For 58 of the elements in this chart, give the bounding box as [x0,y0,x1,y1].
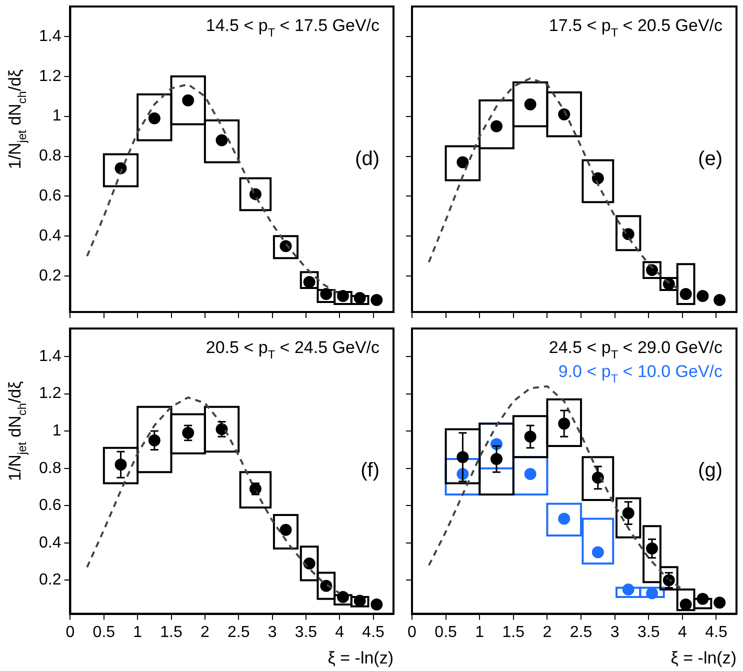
point [182,94,194,106]
annotation: (d) [355,148,380,170]
x-tick-label: 3 [610,624,620,641]
x-tick-label: 1 [475,624,484,641]
y-tick-label: 0.4 [38,228,62,245]
x-tick-label: 0 [66,624,75,641]
y-tick-label: 0.2 [38,572,62,589]
y-tick-label: 0.2 [38,267,62,284]
point [714,596,726,609]
x-tick-label: 0 [408,624,417,641]
point [622,584,634,596]
y-axis-title: 1/Njet dNch/dξ [6,68,30,170]
y-tick-label: 1.2 [38,385,62,402]
x-tick-label: 3 [268,624,277,641]
point [696,290,709,302]
point [680,288,692,300]
x-tick-label: 4.5 [705,624,728,641]
y-tick-label: 0.8 [38,460,62,477]
x-tick-label: 4 [678,624,687,641]
x-tick-label: 1.5 [502,624,525,641]
y-tick-label: 1 [52,108,62,125]
x-tick-label: 4 [335,624,344,641]
point [696,592,709,605]
point [646,587,658,600]
point [592,546,604,558]
x-tick-label: 2 [200,624,210,641]
point [490,120,503,132]
y-axis-title: 1/Njet dNch/dξ [6,380,30,482]
point [714,294,726,306]
point [354,292,366,304]
x-axis-title: ξ = -ln(z) [670,648,736,668]
annotation: (e) [698,148,723,170]
x-tick-label: 3.5 [294,624,318,641]
y-tick-label: 0.8 [38,148,62,165]
y-tick-label: 1 [52,422,62,440]
x-axis-title: ξ = -ln(z) [328,648,394,668]
point [370,598,383,610]
y-tick-label: 1.2 [38,68,62,85]
x-tick-label: 2 [542,624,552,641]
y-tick-label: 0.6 [38,188,62,205]
point [336,591,349,604]
x-tick-label: 2.5 [570,624,592,641]
annotation: (f) [360,460,380,482]
x-tick-label: 0.5 [434,624,458,641]
x-tick-label: 3.5 [637,624,660,641]
y-tick-label: 1.4 [38,348,62,365]
point [370,294,383,306]
point [354,594,366,607]
bar [582,159,614,204]
x-tick-label: 2.5 [227,624,250,641]
x-tick-label: 0.5 [92,624,116,641]
y-tick-label: 0.6 [38,497,62,514]
x-tick-label: 1.5 [160,624,182,641]
annotation: (g) [698,460,723,482]
y-tick-label: 1.4 [38,28,62,45]
y-tick-label: 0.4 [38,534,62,552]
x-tick-label: 4.5 [362,624,385,641]
x-tick-label: 1 [133,624,142,641]
